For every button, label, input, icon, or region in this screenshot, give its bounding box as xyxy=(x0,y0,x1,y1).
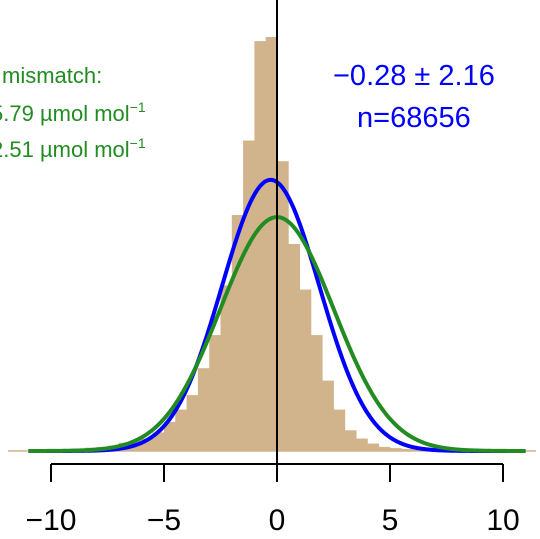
mismatch-label: mismatch: xyxy=(2,63,103,88)
histogram-bar xyxy=(243,140,255,451)
mismatch-value-2-number: 2.51 xyxy=(0,137,34,162)
histogram-bar xyxy=(378,446,391,451)
histogram-bar xyxy=(141,438,154,451)
histogram-bar xyxy=(356,438,368,451)
x-tick-label: −5 xyxy=(147,504,181,537)
histogram-bar xyxy=(288,244,300,451)
histogram-bar xyxy=(277,161,289,451)
histogram-bar xyxy=(152,432,165,451)
x-axis-ticks: −10 −5 0 5 10 xyxy=(26,464,520,537)
mismatch-value-2-exponent: −1 xyxy=(129,135,146,151)
x-tick-label: 5 xyxy=(382,504,399,537)
histogram-bar xyxy=(254,41,267,451)
histogram-bar xyxy=(164,422,176,451)
histogram-bar xyxy=(299,289,312,451)
histogram-bar xyxy=(265,37,278,451)
mean-sd-label: −0.28 ± 2.16 xyxy=(333,60,495,92)
histogram-bar xyxy=(390,448,402,451)
mismatch-value-1-unit: µmol mol xyxy=(39,101,130,126)
mismatch-value-1-number: 5.79 xyxy=(0,101,34,126)
histogram-bars xyxy=(28,37,526,451)
histogram-bar xyxy=(175,409,187,451)
sample-count-label: n=68656 xyxy=(357,102,471,134)
histogram-bar xyxy=(231,215,244,451)
histogram-bar xyxy=(220,285,233,451)
mismatch-value-2: 2.51 µmol mol−1 xyxy=(0,135,146,163)
x-tick-label: 10 xyxy=(486,504,519,537)
histogram-bar xyxy=(209,335,221,451)
histogram-bar xyxy=(322,380,334,451)
histogram-bar xyxy=(310,335,323,451)
histogram-bar xyxy=(367,443,380,451)
histogram-bar xyxy=(197,368,210,451)
mismatch-value-1-exponent: −1 xyxy=(129,99,146,115)
mismatch-value-2-unit: µmol mol xyxy=(39,137,130,162)
x-tick-label: 0 xyxy=(269,504,286,537)
histogram-bar xyxy=(186,395,199,451)
histogram-bar xyxy=(333,409,346,451)
mismatch-value-1: 5.79 µmol mol−1 xyxy=(0,99,146,127)
histogram-bar xyxy=(401,448,413,451)
x-tick-label: −10 xyxy=(26,504,77,537)
histogram-bar xyxy=(344,430,357,451)
